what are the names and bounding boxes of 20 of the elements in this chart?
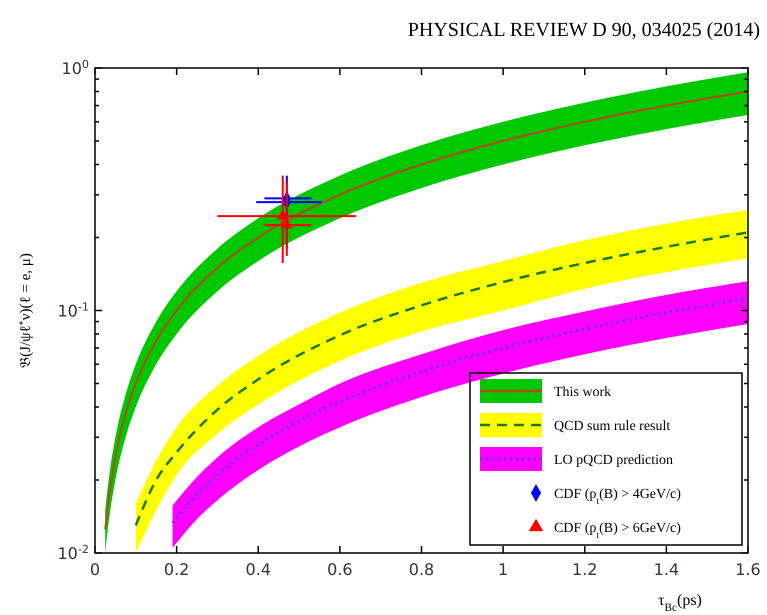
legend-label: CDF (p$_{t}$(B) > 4GeV/c) xyxy=(554,487,682,506)
y-tick-label: 10$^{-2}$ xyxy=(57,542,89,563)
legend-label: QCD sum rule result xyxy=(554,419,670,434)
x-tick-label: 0 xyxy=(90,560,100,579)
x-tick-label: 1.2 xyxy=(572,560,598,579)
legend-label: This work xyxy=(554,385,612,400)
x-tick-label: 1.4 xyxy=(654,560,680,579)
legend-label: LO pQCD prediction xyxy=(554,453,673,468)
x-tick-label: 0.6 xyxy=(327,560,353,579)
x-tick-label: 0.8 xyxy=(408,560,434,579)
legend-label: CDF (p$_{t}$(B) > 6GeV/c) xyxy=(554,521,682,540)
y-tick-label: 10$^{-1}$ xyxy=(57,300,89,320)
y-tick-label: 10$^{0}$ xyxy=(62,58,89,78)
y-axis-title: 𝔅(J/ψℓ⁺ν)(ℓ = e, μ) xyxy=(18,253,34,368)
x-tick-label: 1.6 xyxy=(735,560,761,579)
x-tick-label: 0.4 xyxy=(246,560,271,579)
x-tick-label: 0.2 xyxy=(164,560,190,579)
x-axis-title: τ$_{Bc}$(ps) xyxy=(658,592,702,614)
x-tick-label: 1 xyxy=(498,560,508,579)
text: PHYSICAL REVIEW D 90, 034025 (2014) xyxy=(408,19,760,41)
